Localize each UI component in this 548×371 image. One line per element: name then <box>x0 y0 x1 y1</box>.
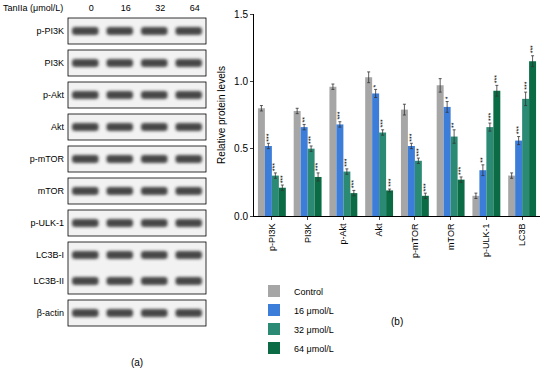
svg-text:***: *** <box>336 111 343 119</box>
svg-text:1.0: 1.0 <box>234 76 248 87</box>
svg-text:p-Akt: p-Akt <box>43 90 65 100</box>
svg-text:***: *** <box>457 167 464 175</box>
svg-text:***: *** <box>493 75 500 83</box>
svg-text:β-actin: β-actin <box>37 308 64 318</box>
svg-text:***: *** <box>343 158 350 166</box>
svg-text:***: *** <box>415 148 422 156</box>
svg-text:16 μmol/L: 16 μmol/L <box>294 306 334 316</box>
svg-text:1.5: 1.5 <box>234 9 248 20</box>
svg-text:***: *** <box>529 45 536 53</box>
svg-text:p-PI3K: p-PI3K <box>267 224 277 252</box>
svg-text:(a): (a) <box>131 357 143 368</box>
svg-text:***: *** <box>279 175 286 183</box>
svg-text:16: 16 <box>121 3 131 13</box>
svg-text:mTOR: mTOR <box>446 223 456 250</box>
svg-text:p-mTOR: p-mTOR <box>410 223 420 258</box>
svg-text:(b): (b) <box>391 316 403 327</box>
svg-text:p-PI3K: p-PI3K <box>36 26 64 36</box>
svg-text:Relative protein levels: Relative protein levels <box>216 66 227 164</box>
svg-text:***: *** <box>307 136 314 144</box>
svg-text:PI3K: PI3K <box>44 58 64 68</box>
svg-text:Akt: Akt <box>51 122 65 132</box>
svg-text:mTOR: mTOR <box>38 186 65 196</box>
svg-text:***: *** <box>265 133 272 141</box>
svg-text:0.5: 0.5 <box>234 143 248 154</box>
svg-text:*: * <box>444 96 451 99</box>
svg-text:***: *** <box>271 163 278 171</box>
svg-text:p-ULK-1: p-ULK-1 <box>481 224 491 258</box>
svg-text:Control: Control <box>294 287 323 297</box>
svg-text:***: *** <box>379 119 386 127</box>
svg-text:***: *** <box>387 178 394 186</box>
svg-text:p-mTOR: p-mTOR <box>30 154 65 164</box>
svg-text:64 μmol/L: 64 μmol/L <box>294 344 334 354</box>
svg-text:LC3B: LC3B <box>517 224 527 247</box>
svg-text:***: *** <box>422 183 429 191</box>
svg-text:PI3K: PI3K <box>303 224 313 244</box>
svg-text:0.0: 0.0 <box>234 211 248 222</box>
svg-text:32 μmol/L: 32 μmol/L <box>294 325 334 335</box>
svg-text:***: *** <box>487 112 494 120</box>
svg-text:p-Akt: p-Akt <box>338 223 348 245</box>
svg-text:TanIIa (μmol/L): TanIIa (μmol/L) <box>3 3 63 13</box>
svg-text:***: *** <box>515 126 522 134</box>
svg-text:Akt: Akt <box>374 223 384 237</box>
svg-text:***: *** <box>523 81 530 89</box>
svg-text:*: * <box>372 85 379 88</box>
svg-text:**: ** <box>479 157 486 163</box>
svg-text:LC3B-II: LC3B-II <box>33 276 64 286</box>
svg-text:**: ** <box>450 122 457 128</box>
svg-text:***: *** <box>408 133 415 141</box>
svg-text:32: 32 <box>155 3 165 13</box>
svg-text:p-ULK-1: p-ULK-1 <box>30 218 64 228</box>
svg-text:***: *** <box>314 163 321 171</box>
svg-text:**: ** <box>301 117 308 123</box>
svg-text:64: 64 <box>190 3 200 13</box>
svg-text:LC3B-I: LC3B-I <box>36 250 64 260</box>
svg-text:0: 0 <box>89 3 94 13</box>
svg-text:***: *** <box>350 180 357 188</box>
